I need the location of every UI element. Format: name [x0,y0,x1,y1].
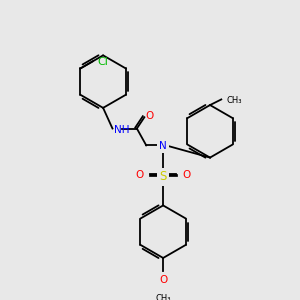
Text: NH: NH [114,124,130,134]
Text: O: O [145,111,153,122]
Text: O: O [159,274,167,285]
Text: O: O [136,170,144,181]
Text: CH₃: CH₃ [227,96,242,105]
Text: O: O [182,170,191,181]
Text: CH₃: CH₃ [155,294,171,300]
Text: N: N [159,141,167,152]
Text: Cl: Cl [97,57,108,68]
Text: N: N [159,141,167,152]
Text: S: S [159,170,167,183]
Text: S: S [159,170,167,183]
